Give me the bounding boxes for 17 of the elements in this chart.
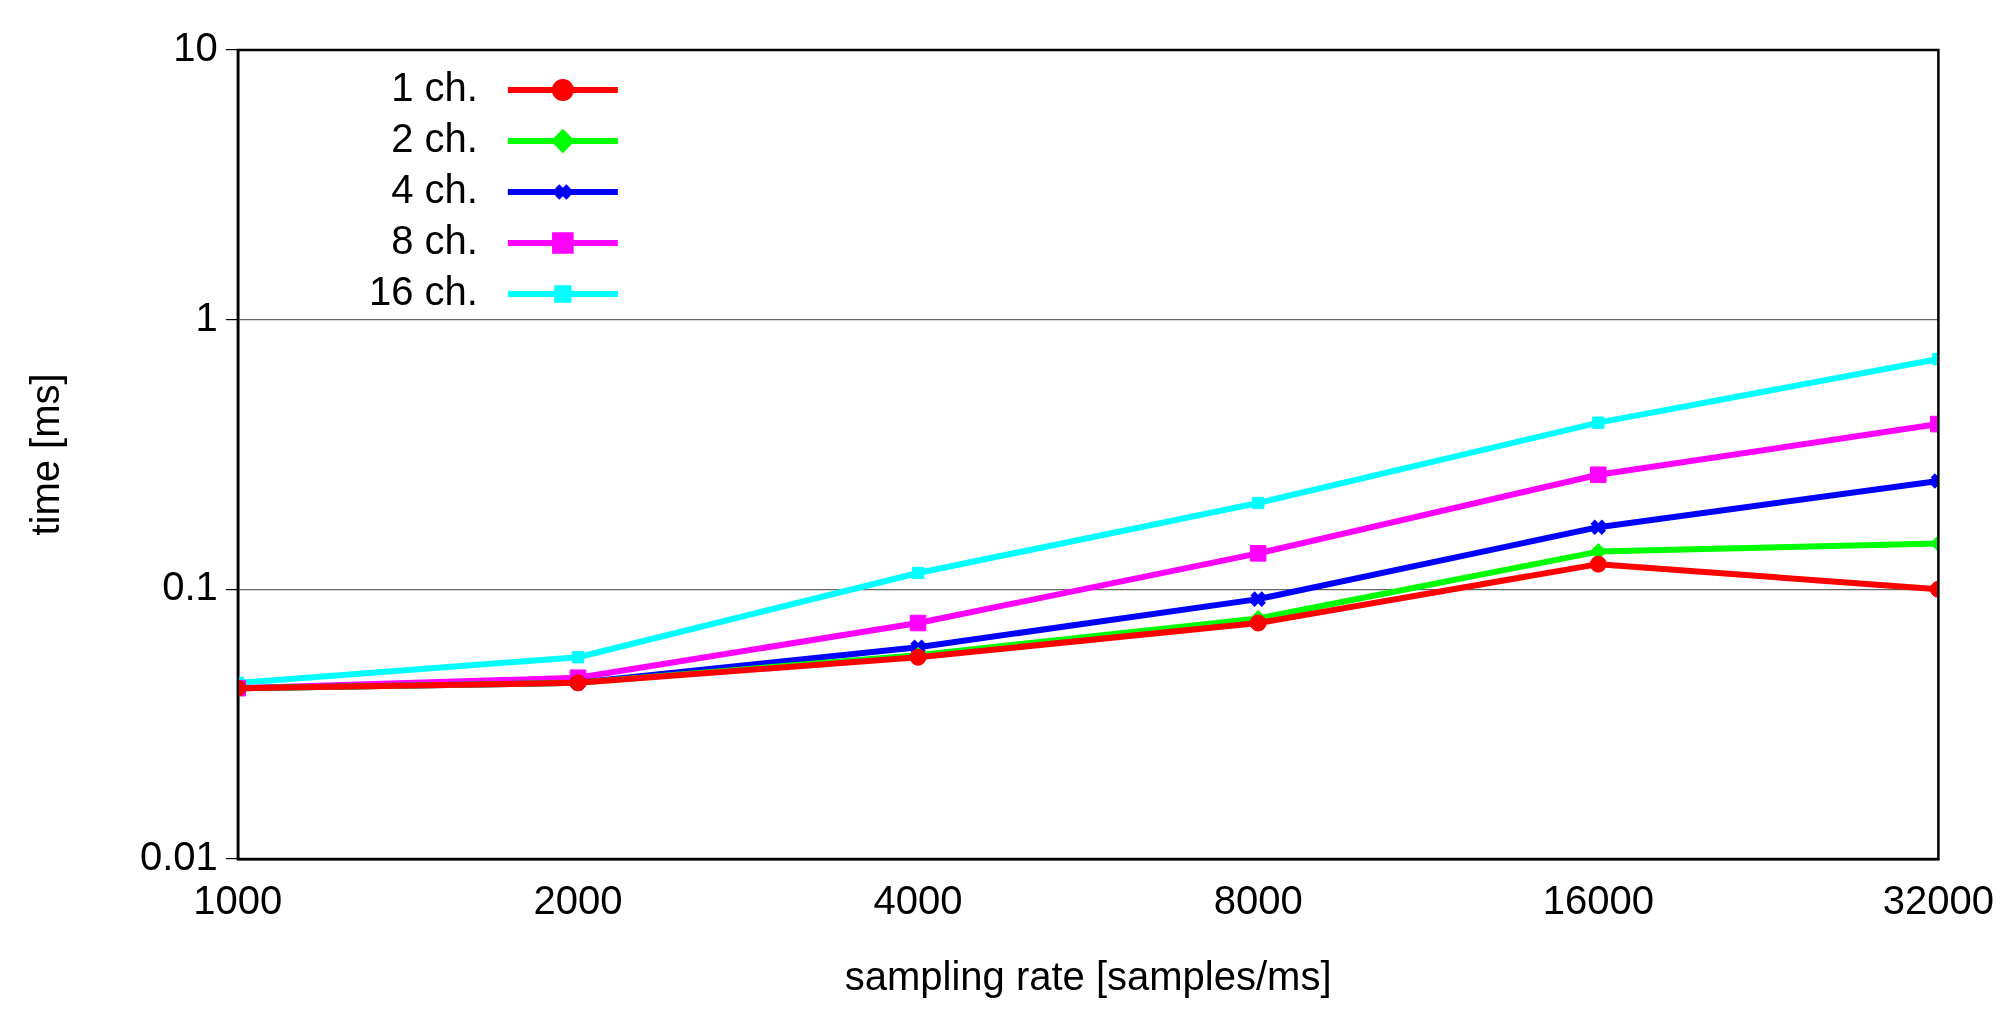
legend-label: 8 ch.	[391, 218, 478, 263]
y-axis-title: time [ms]	[23, 373, 68, 536]
y-tick-label: 0.1	[162, 564, 218, 609]
x-tick-label: 32000	[1882, 878, 1994, 923]
legend-label: 2 ch.	[391, 116, 478, 161]
x-tick-label: 16000	[1542, 878, 1654, 923]
legend-label: 4 ch.	[391, 167, 478, 212]
x-tick-label: 4000	[873, 878, 963, 923]
legend-label: 16 ch.	[368, 269, 478, 314]
y-tick-label: 1	[195, 294, 218, 339]
x-tick-label: 8000	[1213, 878, 1303, 923]
y-tick-label: 10	[173, 25, 218, 70]
x-axis-title: sampling rate [samples/ms]	[844, 954, 1332, 999]
x-tick-label: 1000	[193, 878, 283, 923]
legend-label: 1 ch.	[391, 65, 478, 110]
x-tick-label: 2000	[533, 878, 623, 923]
y-tick-label: 0.01	[139, 834, 218, 879]
